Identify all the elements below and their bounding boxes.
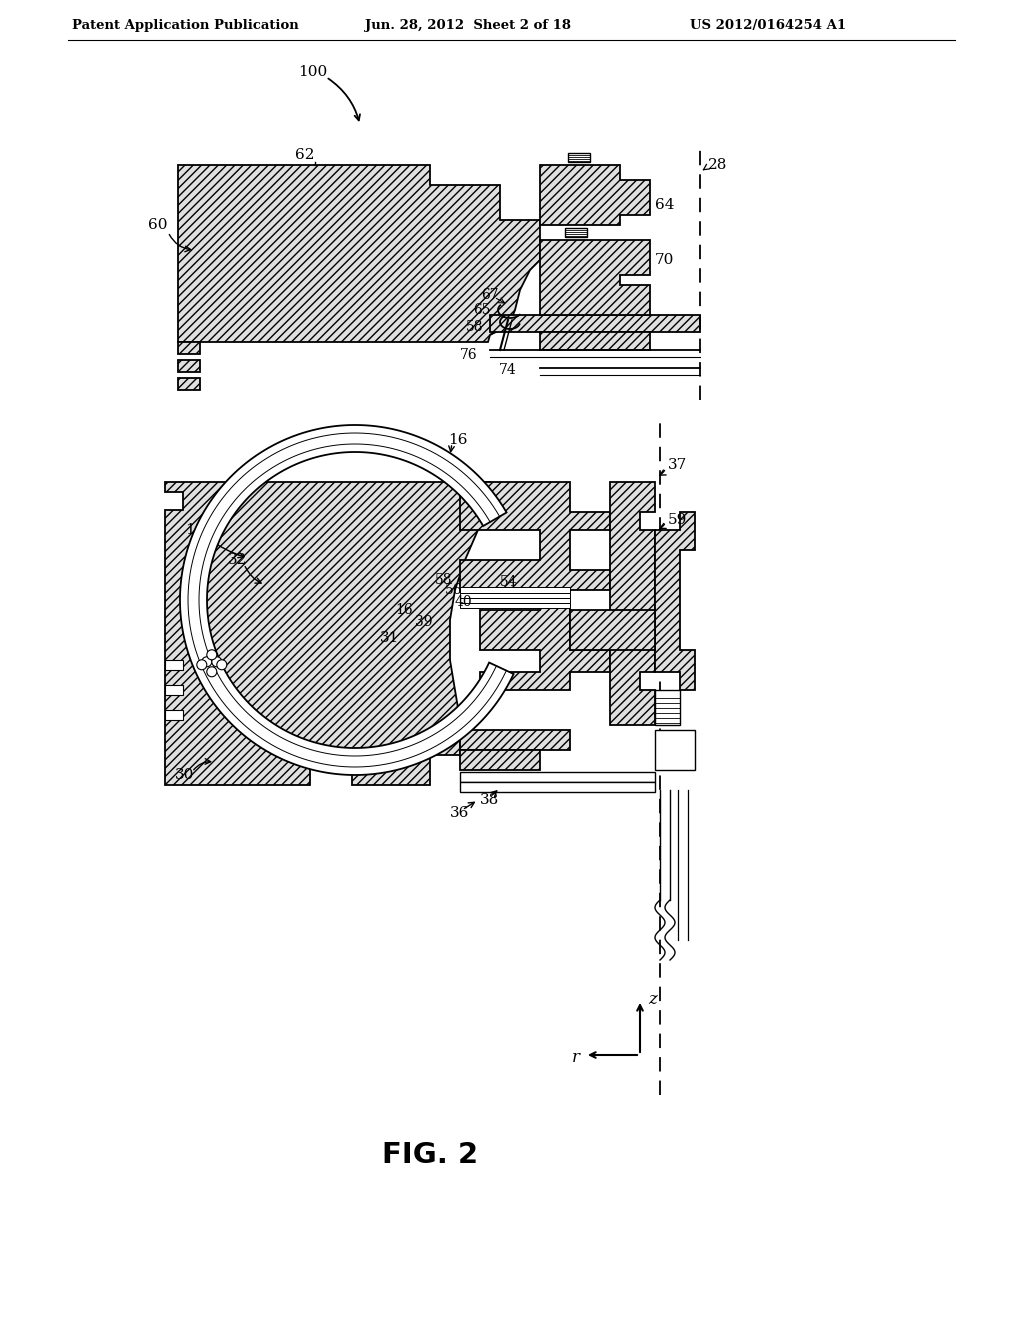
Polygon shape	[460, 587, 570, 593]
Polygon shape	[540, 165, 650, 224]
Text: 39: 39	[415, 615, 432, 630]
Text: r: r	[572, 1049, 580, 1067]
Polygon shape	[165, 660, 183, 671]
Polygon shape	[490, 315, 700, 333]
Polygon shape	[460, 598, 570, 603]
Polygon shape	[565, 228, 587, 238]
Circle shape	[207, 649, 217, 660]
Polygon shape	[460, 772, 655, 781]
Text: 16: 16	[449, 433, 468, 447]
Polygon shape	[460, 781, 655, 792]
Text: z: z	[648, 991, 656, 1008]
Text: US 2012/0164254 A1: US 2012/0164254 A1	[690, 18, 846, 32]
Polygon shape	[165, 710, 183, 719]
Text: 60: 60	[148, 218, 168, 232]
Text: 62: 62	[295, 148, 314, 162]
Polygon shape	[460, 603, 570, 609]
Polygon shape	[178, 360, 200, 372]
Polygon shape	[178, 342, 200, 354]
Text: 54: 54	[500, 576, 517, 589]
Polygon shape	[570, 610, 655, 649]
Text: 56: 56	[445, 583, 463, 597]
Polygon shape	[655, 730, 695, 770]
Text: 40: 40	[455, 595, 473, 609]
Polygon shape	[165, 685, 183, 696]
Circle shape	[207, 667, 217, 677]
Text: 67: 67	[481, 288, 499, 302]
Text: 58: 58	[466, 319, 483, 334]
Polygon shape	[178, 165, 540, 342]
Polygon shape	[178, 378, 200, 389]
Text: 36: 36	[450, 807, 469, 820]
Text: 32: 32	[228, 553, 248, 568]
Text: 10: 10	[185, 523, 205, 537]
Polygon shape	[540, 333, 650, 350]
Text: 28: 28	[708, 158, 727, 172]
Polygon shape	[165, 482, 490, 785]
Text: Patent Application Publication: Patent Application Publication	[72, 18, 299, 32]
Polygon shape	[460, 730, 570, 750]
Polygon shape	[655, 512, 695, 690]
Circle shape	[212, 657, 222, 667]
Circle shape	[217, 660, 226, 669]
Text: 37: 37	[668, 458, 687, 473]
Text: 100: 100	[298, 65, 328, 79]
Polygon shape	[460, 750, 540, 770]
Polygon shape	[610, 482, 655, 725]
Polygon shape	[180, 425, 514, 775]
Text: FIG. 2: FIG. 2	[382, 1140, 478, 1170]
Text: 65: 65	[473, 304, 490, 317]
Polygon shape	[655, 690, 680, 725]
Circle shape	[197, 660, 207, 669]
Polygon shape	[460, 482, 610, 690]
Polygon shape	[540, 240, 650, 315]
Text: Jun. 28, 2012  Sheet 2 of 18: Jun. 28, 2012 Sheet 2 of 18	[365, 18, 571, 32]
Text: 74: 74	[499, 363, 517, 378]
Text: 76: 76	[460, 348, 477, 362]
Text: 58: 58	[435, 573, 453, 587]
Text: 59: 59	[668, 513, 687, 527]
Text: 38: 38	[480, 793, 500, 807]
Text: 31: 31	[380, 631, 399, 645]
Text: 16: 16	[395, 603, 413, 616]
Text: 70: 70	[655, 253, 675, 267]
Text: 30: 30	[175, 768, 195, 781]
Polygon shape	[460, 593, 570, 598]
Polygon shape	[568, 153, 590, 162]
Text: 64: 64	[655, 198, 675, 213]
Circle shape	[202, 657, 212, 667]
